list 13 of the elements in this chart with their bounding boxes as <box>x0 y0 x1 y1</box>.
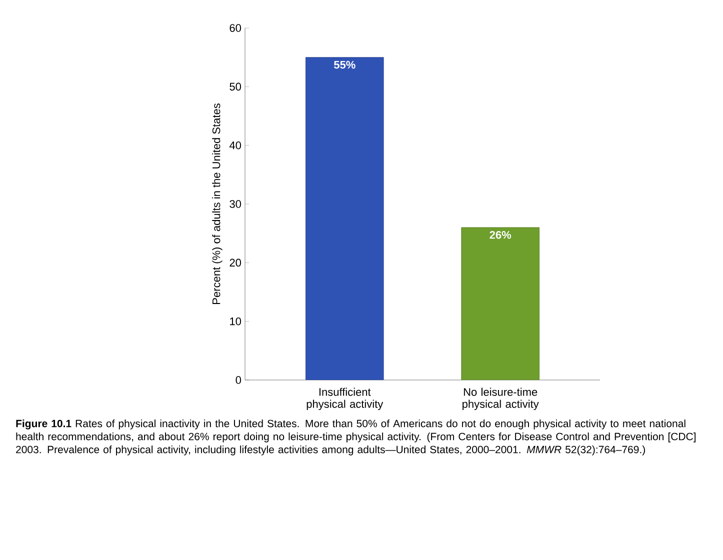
x-tick-label: No leisure-time physical activity <box>462 388 539 410</box>
y-tick-label: 20 <box>230 258 242 267</box>
data-label: 55% <box>334 60 356 69</box>
data-label: 26% <box>490 231 512 239</box>
y-axis-title: Percent (%) of adults in the United States <box>212 104 222 304</box>
x-tick-label: Insufficient physical activity <box>306 388 384 410</box>
y-tick-label: 0 <box>236 376 242 384</box>
y-tick-label: 60 <box>230 24 242 32</box>
y-tick-label: 40 <box>229 141 242 150</box>
y-tick-label: 50 <box>230 82 242 91</box>
text: Figure 10.1 Rates of physical inactivity in the United States. More than 50% of Americans do not do enough physical activity to meet national health recommendations, and about 26% report doing no leisure-time physical activity. (From Centers for Disease Control and Prevention [CDC] 2003. Prevalence of physical activity, including lifestyle activities among adults—United States, 2000–2001. MMWR 52(32):764–769.) <box>16 420 696 456</box>
y-tick-label: 30 <box>230 200 242 208</box>
y-tick-label: 10 <box>230 317 242 326</box>
